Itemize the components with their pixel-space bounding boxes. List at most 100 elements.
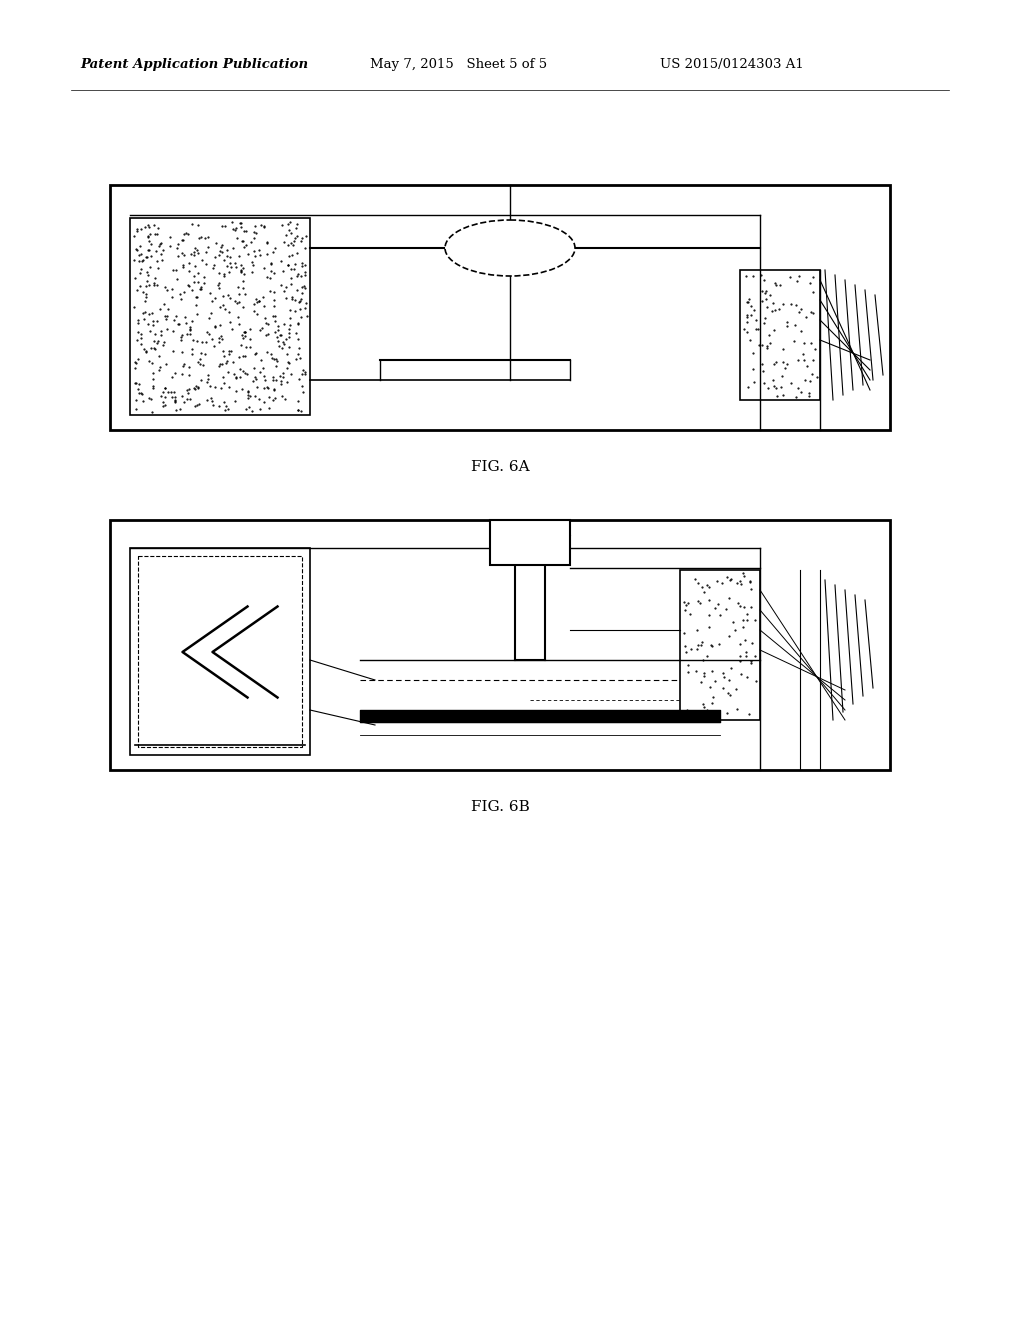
Point xyxy=(181,323,198,345)
Point xyxy=(230,277,247,298)
Point xyxy=(194,331,210,352)
Point xyxy=(138,284,154,305)
Point xyxy=(249,376,265,397)
Point xyxy=(139,261,155,282)
Point xyxy=(271,366,287,387)
Point xyxy=(687,569,703,590)
Point xyxy=(703,635,719,656)
Point xyxy=(766,300,783,321)
Point xyxy=(174,255,191,276)
Point xyxy=(150,330,166,351)
Point xyxy=(279,372,296,393)
Point xyxy=(141,304,157,325)
Point xyxy=(201,323,217,345)
Bar xyxy=(489,520,570,565)
Point xyxy=(167,387,183,408)
Point xyxy=(802,301,818,322)
Point xyxy=(719,626,736,647)
Point xyxy=(183,339,200,360)
Point xyxy=(742,296,758,317)
Point xyxy=(162,381,178,403)
Point xyxy=(769,298,786,319)
Point xyxy=(292,289,309,310)
Point xyxy=(710,634,727,655)
Point xyxy=(801,272,817,293)
Point xyxy=(296,276,312,297)
Point xyxy=(701,676,717,697)
Point xyxy=(742,597,758,618)
Point xyxy=(226,391,243,412)
Point xyxy=(719,682,736,704)
Point xyxy=(173,326,190,347)
Point xyxy=(132,323,149,345)
Point xyxy=(136,308,152,329)
Point xyxy=(143,337,159,358)
Point xyxy=(283,289,300,310)
Point xyxy=(270,319,286,341)
Point xyxy=(288,242,305,263)
Point xyxy=(213,378,229,399)
Point xyxy=(221,261,237,282)
Point xyxy=(293,363,310,384)
Point xyxy=(131,244,148,265)
Point xyxy=(281,300,298,321)
Point xyxy=(221,343,237,364)
Point xyxy=(682,639,698,660)
Point xyxy=(266,378,282,399)
Point xyxy=(190,272,206,293)
Point xyxy=(179,275,196,296)
Point xyxy=(240,387,257,408)
Point xyxy=(256,216,272,238)
Point xyxy=(153,321,169,342)
Point xyxy=(741,289,757,310)
Point xyxy=(145,378,161,399)
Point xyxy=(183,214,200,235)
Point xyxy=(236,284,253,305)
Point xyxy=(138,246,154,267)
Point xyxy=(212,240,228,261)
Point xyxy=(172,399,189,420)
Point xyxy=(268,370,284,391)
Point xyxy=(151,346,167,367)
Point xyxy=(189,286,205,308)
Point xyxy=(275,313,291,334)
Point xyxy=(736,565,752,586)
Text: Patent Application Publication: Patent Application Publication xyxy=(79,58,308,71)
Point xyxy=(691,593,707,614)
Point xyxy=(164,259,180,280)
Point xyxy=(216,392,232,413)
Point xyxy=(804,281,820,302)
Point xyxy=(203,387,219,408)
Point xyxy=(143,389,159,411)
Point xyxy=(197,227,213,248)
Point xyxy=(153,385,169,407)
Point xyxy=(139,271,155,292)
Point xyxy=(240,396,257,417)
Point xyxy=(210,331,226,352)
Point xyxy=(802,333,818,354)
Point xyxy=(225,351,242,372)
Point xyxy=(159,298,175,319)
Point xyxy=(265,389,281,411)
Point xyxy=(286,228,303,249)
Point xyxy=(292,306,309,327)
Point xyxy=(255,257,271,279)
Point xyxy=(698,574,714,595)
Point xyxy=(187,396,204,417)
Point xyxy=(148,240,164,261)
Point xyxy=(214,354,230,375)
Point xyxy=(723,611,740,632)
Point xyxy=(297,255,313,276)
Point xyxy=(175,354,192,375)
Point xyxy=(150,359,166,380)
Point xyxy=(280,352,297,374)
Point xyxy=(252,399,268,420)
Point xyxy=(721,568,738,589)
Point xyxy=(676,636,692,657)
Point xyxy=(270,335,286,356)
Point xyxy=(199,322,215,343)
Point xyxy=(801,371,817,392)
Point xyxy=(290,264,307,285)
Point xyxy=(153,232,169,253)
Point xyxy=(207,246,223,267)
